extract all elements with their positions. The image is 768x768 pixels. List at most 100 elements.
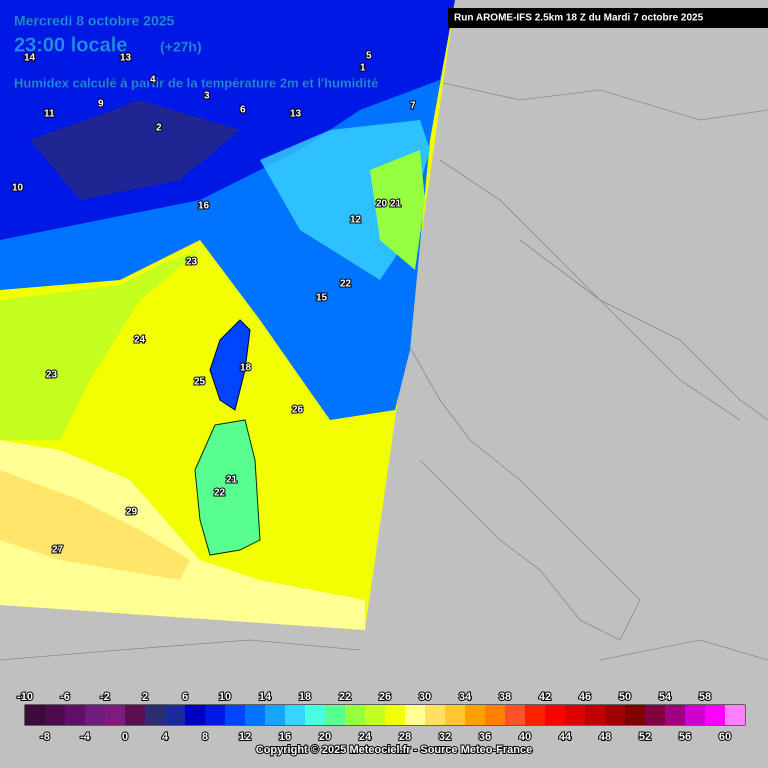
colorbar-swatch xyxy=(65,705,85,725)
colorbar-swatch xyxy=(365,705,385,725)
warm-zone xyxy=(0,440,365,630)
description: Humidex calculé à partir de la températu… xyxy=(14,75,378,90)
colorbar-label: -6 xyxy=(60,691,70,703)
colorbar-label: 12 xyxy=(239,731,251,743)
colorbar-label: -10 xyxy=(17,691,33,703)
contour-label: 6 xyxy=(240,105,246,116)
colorbar-label: 10 xyxy=(219,691,231,703)
colorbar-swatch xyxy=(665,705,685,725)
contour-label: 23 xyxy=(46,370,58,381)
contour-label: 26 xyxy=(292,405,304,416)
contour-label: 12 xyxy=(350,215,362,226)
contour-label: 20 xyxy=(376,199,388,210)
colorbar-label: 30 xyxy=(419,691,431,703)
colorbar-swatch xyxy=(685,705,705,725)
colorbar-swatch xyxy=(305,705,325,725)
colorbar-swatch xyxy=(505,705,525,725)
colorbar-swatch xyxy=(165,705,185,725)
contour-label: 13 xyxy=(120,53,132,64)
colorbar-swatch xyxy=(385,705,405,725)
colorbar-swatch xyxy=(125,705,145,725)
colorbar-label: 38 xyxy=(499,691,511,703)
contour-label: 18 xyxy=(240,363,252,374)
colorbar-swatch xyxy=(585,705,605,725)
contour-label: 4 xyxy=(150,75,156,86)
contour-label: 13 xyxy=(290,109,302,120)
colorbar-swatch xyxy=(45,705,65,725)
lead-time: (+27h) xyxy=(160,39,202,55)
colorbar-label: 36 xyxy=(479,731,491,743)
colorbar-label: 26 xyxy=(379,691,391,703)
green-zone xyxy=(0,250,200,440)
colorbar-label: 46 xyxy=(579,691,591,703)
contour-label: 25 xyxy=(194,377,206,388)
colorbar-label: 42 xyxy=(539,691,551,703)
contour-label: 5 xyxy=(366,51,372,62)
colorbar-label: -2 xyxy=(100,691,110,703)
colorbar-label: -8 xyxy=(40,731,50,743)
contour-label: 9 xyxy=(98,99,104,110)
colorbar-swatch xyxy=(605,705,625,725)
colorbar-label: 52 xyxy=(639,731,651,743)
colorbar-swatch xyxy=(625,705,645,725)
contour-label: 7 xyxy=(410,101,416,112)
colorbar-label: 24 xyxy=(359,731,372,743)
colorbar-label: 14 xyxy=(259,691,272,703)
contour-label: 29 xyxy=(126,507,138,518)
contour-label: 14 xyxy=(24,53,36,64)
colorbar-label: 48 xyxy=(599,731,611,743)
colorbar-label: 32 xyxy=(439,731,451,743)
colorbar-swatch xyxy=(105,705,125,725)
colorbar-label: 50 xyxy=(619,691,631,703)
contour-label: 21 xyxy=(390,199,402,210)
contour-label: 21 xyxy=(226,475,238,486)
date: Mercredi 8 octobre 2025 xyxy=(14,13,175,29)
colorbar-swatch xyxy=(185,705,205,725)
colorbar-swatch xyxy=(445,705,465,725)
contour-label: 22 xyxy=(214,488,226,499)
contour-label: 1 xyxy=(360,63,366,74)
colorbar-label: 18 xyxy=(299,691,311,703)
contour-label: 27 xyxy=(52,545,64,556)
contour-label: 16 xyxy=(198,201,210,212)
contour-label: 3 xyxy=(204,91,210,102)
cold-core xyxy=(30,100,240,200)
hot-band xyxy=(0,470,190,580)
colorbar-swatch xyxy=(325,705,345,725)
colorbar-swatch xyxy=(485,705,505,725)
colorbar-label: 22 xyxy=(339,691,351,703)
sardinia xyxy=(194,419,261,556)
contour-label: 10 xyxy=(12,183,24,194)
contour-label: 22 xyxy=(340,279,352,290)
colorbar-label: -4 xyxy=(80,731,91,743)
time: 23:00 locale xyxy=(14,34,127,56)
colorbar-swatch xyxy=(725,705,745,725)
colorbar-label: 58 xyxy=(699,691,711,703)
contour-label: 2 xyxy=(156,123,162,134)
colorbar-label: 44 xyxy=(559,731,572,743)
colorbar-label: 34 xyxy=(459,691,472,703)
contour-label: 24 xyxy=(134,335,146,346)
colorbar-swatch xyxy=(245,705,265,725)
colorbar-label: 6 xyxy=(182,691,188,703)
colorbar-swatch xyxy=(265,705,285,725)
run-info: Run AROME-IFS 2.5km 18 Z du Mardi 7 octo… xyxy=(454,13,704,24)
colorbar-label: 0 xyxy=(122,731,128,743)
colorbar-label: 4 xyxy=(162,731,169,743)
contour-label: 23 xyxy=(186,257,198,268)
colorbar-label: 56 xyxy=(679,731,691,743)
colorbar-swatch xyxy=(525,705,545,725)
colorbar-label: 20 xyxy=(319,731,331,743)
colorbar-swatch xyxy=(705,705,725,725)
colorbar-label: 40 xyxy=(519,731,531,743)
colorbar-swatch xyxy=(545,705,565,725)
colorbar-swatch xyxy=(345,705,365,725)
corsica xyxy=(209,319,251,411)
colorbar-label: 60 xyxy=(719,731,731,743)
colorbar-swatch xyxy=(425,705,445,725)
colorbar-swatch xyxy=(85,705,105,725)
contour-label: 15 xyxy=(316,293,328,304)
colorbar-swatch xyxy=(565,705,585,725)
run-banner xyxy=(448,8,768,28)
copyright: Copyright © 2025 Meteociel.fr - Source M… xyxy=(256,744,532,756)
